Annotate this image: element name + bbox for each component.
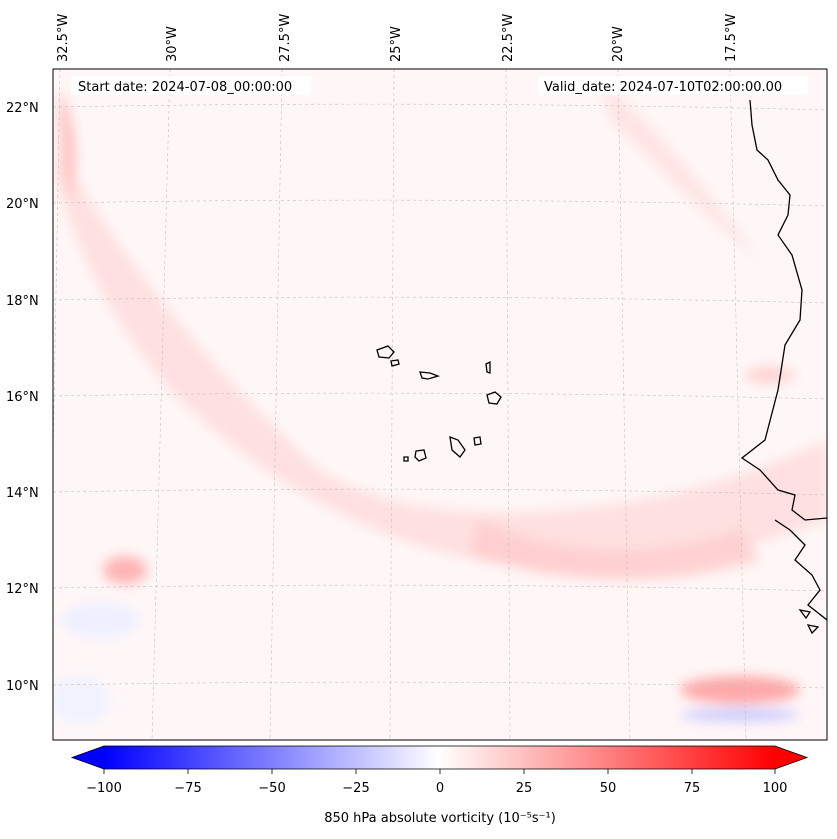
colorbar-ticks xyxy=(103,769,776,774)
colorbar-tick-labels: −100 −75 −50 −25 0 25 50 75 100 xyxy=(86,781,787,796)
valid-date-box xyxy=(538,76,808,95)
colorbar-ramp xyxy=(104,746,775,769)
colorbar-extend-min xyxy=(72,746,104,769)
positive-vorticity-band xyxy=(600,80,760,260)
map-panel xyxy=(53,69,827,740)
vorticity-field xyxy=(53,80,827,725)
island-sao-nicolau xyxy=(419,371,441,380)
gridlines xyxy=(53,69,827,740)
lat-label: 16°N xyxy=(6,390,39,405)
map-background xyxy=(53,69,827,740)
latitude-labels: 22°N 20°N 18°N 16°N 14°N 12°N 10°N xyxy=(6,101,39,694)
valid-date-label: Valid_date: 2024-07-10T02:00:00.00 xyxy=(544,80,782,95)
colorbar-tick-label: −50 xyxy=(258,781,285,796)
start-date-box xyxy=(71,76,311,95)
island-santiago xyxy=(449,436,466,458)
colorbar-tick-label: 25 xyxy=(516,781,533,796)
colorbar-tick-label: −75 xyxy=(174,781,201,796)
lon-label: 20°W xyxy=(611,26,626,62)
africa-coastline xyxy=(774,519,827,621)
island-bissagos xyxy=(798,609,820,635)
lon-label: 30°W xyxy=(165,26,180,62)
island-boa-vista xyxy=(486,391,502,405)
positive-vorticity-band xyxy=(55,150,827,568)
colorbar-tick-label: 50 xyxy=(600,781,617,796)
start-date-label: Start date: 2024-07-08_00:00:00 xyxy=(78,80,292,95)
negative-vorticity-patch xyxy=(53,675,110,725)
lon-label: 25°W xyxy=(389,26,404,62)
island-fogo xyxy=(414,449,427,462)
lat-label: 14°N xyxy=(6,486,39,501)
lon-label: 32.5°W xyxy=(56,14,71,62)
colorbar-tick-label: −25 xyxy=(342,781,369,796)
colorbar: −100 −75 −50 −25 0 25 50 75 100 850 hPa … xyxy=(70,745,809,826)
lat-label: 22°N xyxy=(6,101,39,116)
lat-label: 12°N xyxy=(6,582,39,597)
lat-label: 20°N xyxy=(6,197,39,212)
colorbar-tick-label: 75 xyxy=(684,781,701,796)
lon-label: 22.5°W xyxy=(501,14,516,62)
colorbar-label: 850 hPa absolute vorticity (10⁻⁵s⁻¹) xyxy=(324,811,556,826)
island-brava xyxy=(403,456,409,462)
island-maio xyxy=(473,436,482,446)
island-sao-vicente xyxy=(390,359,400,367)
positive-vorticity-patch xyxy=(103,556,147,584)
island-santo-antao xyxy=(376,345,395,359)
colorbar-extend-max xyxy=(775,746,807,769)
lat-label: 10°N xyxy=(6,679,39,694)
island-sal xyxy=(485,360,491,374)
colorbar-tick-label: 100 xyxy=(763,781,788,796)
positive-vorticity-band xyxy=(59,90,76,200)
negative-vorticity-patch xyxy=(60,602,140,638)
negative-vorticity-patch xyxy=(680,709,800,721)
map-frame xyxy=(52,68,828,741)
africa-coastline xyxy=(740,99,827,521)
positive-vorticity-band xyxy=(470,520,760,581)
positive-vorticity-patch xyxy=(680,676,800,704)
lon-label: 27.5°W xyxy=(278,14,293,62)
coastlines xyxy=(376,99,827,635)
lon-label: 17.5°W xyxy=(724,14,739,62)
colorbar-tick-label: −100 xyxy=(86,781,122,796)
longitude-labels: 32.5°W 30°W 27.5°W 25°W 22.5°W 20°W 17.5… xyxy=(56,14,739,62)
colorbar-tick-label: 0 xyxy=(436,781,444,796)
positive-vorticity-patch xyxy=(745,367,795,383)
lat-label: 18°N xyxy=(6,294,39,309)
